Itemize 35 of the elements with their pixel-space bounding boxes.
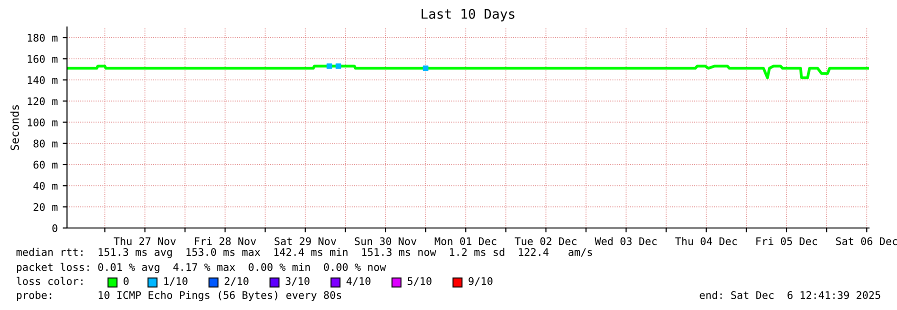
y-axis-title: Seconds [10,105,19,150]
x-tick-label: Thu 04 Dec [675,237,737,246]
line-series [67,64,869,80]
y-tick-label: 80 m [34,140,58,148]
text: median rtt: 151.3 ms avg 153.0 ms max 142.4 ms min 151.3 ms now 1.2 ms sd 122.4 am/s [16,248,592,258]
legend-label: 1/10 [164,277,188,286]
legend-label: 9/10 [468,277,492,286]
legend-label: 0 [124,277,129,286]
x-tick-label: Sun 30 Nov [354,237,416,246]
x-tick-label: Fri 05 Dec [756,237,817,246]
legend-label: 4/10 [346,277,370,286]
text: packet loss: 0.01 % avg 4.17 % max 0.00 % min 0.00 % now [16,262,386,274]
y-tick-label: 100 m [28,118,58,126]
y-tick-label: 140 m [28,76,58,84]
text: end: Sat Dec 6 12:41:39 2025 [700,290,880,300]
y-tick-label: 0 [52,224,58,232]
y-tick-label: 20 m [34,203,58,211]
x-tick-label: Mon 01 Dec [434,237,496,246]
legend-label: 3/10 [286,277,310,286]
text: probe: 10 ICMP Echo Pings (56 Bytes) every 80s [16,290,342,302]
y-tick-label: 60 m [34,160,58,169]
x-tick-label: Fri 28 Nov [194,237,256,246]
y-tick-label: 40 m [33,182,58,190]
y-tick-label: 160 m [28,54,58,63]
x-tick-label: Sat 06 Dec [836,237,897,246]
x-tick-label: Sat 29 Nov [274,237,336,246]
x-tick-label: Thu 27 Nov [114,237,176,246]
legend-label: 2/10 [224,277,248,286]
chart-title: Last 10 Days [422,8,514,22]
y-tick-label: 120 m [28,97,58,106]
x-tick-label: Tue 02 Dec [514,237,576,246]
y-tick-label: 180 m [28,34,58,42]
legend-title: loss color: [16,276,82,286]
legend-label: 5/10 [408,277,432,286]
x-tick-label: Wed 03 Dec [594,237,657,246]
